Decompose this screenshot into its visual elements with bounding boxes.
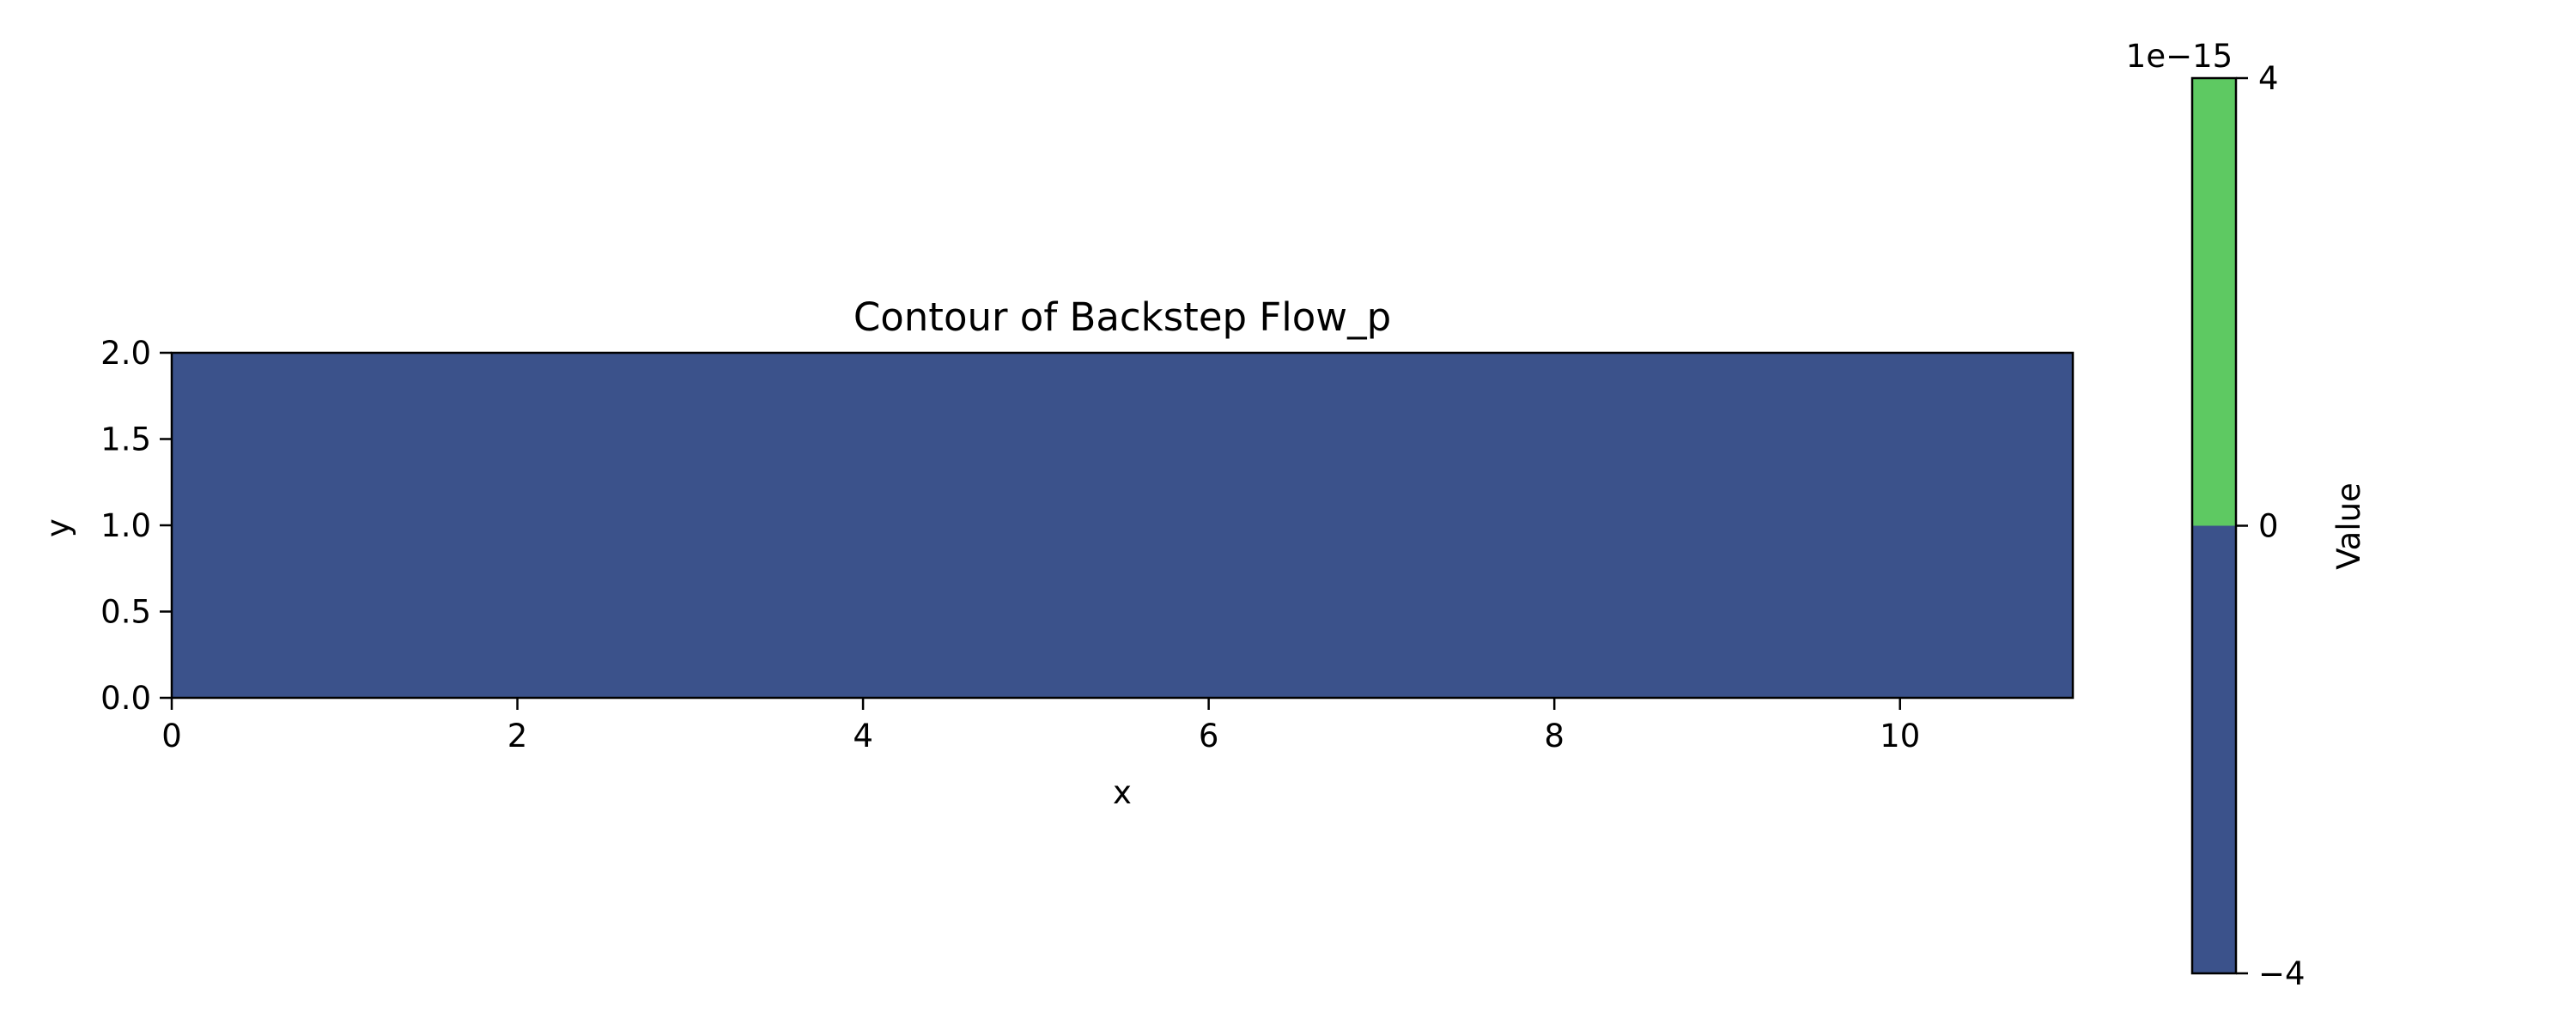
y-tick-label: 1.5 xyxy=(100,421,151,458)
chart-title: Contour of Backstep Flow_p xyxy=(854,294,1391,340)
contour-fill-region xyxy=(172,353,2073,698)
y-tick-label: 0.5 xyxy=(100,594,151,631)
x-axis-ticks: 0 2 4 6 8 10 xyxy=(161,698,1920,754)
y-tick-label: 0.0 xyxy=(100,680,151,717)
colorbar-levels xyxy=(2192,78,2236,973)
x-tick-label: 2 xyxy=(507,718,528,754)
colorbar-tick-label: −4 xyxy=(2258,955,2306,992)
x-tick-label: 10 xyxy=(1880,718,1920,754)
colorbar-ticks: −4 0 4 xyxy=(2236,60,2306,992)
colorbar: −4 0 4 1e−15 Value xyxy=(2126,38,2367,992)
colorbar-level-band xyxy=(2192,78,2236,526)
colorbar-offset-text: 1e−15 xyxy=(2126,38,2233,75)
y-tick-label: 2.0 xyxy=(100,335,151,372)
y-tick-label: 1.0 xyxy=(100,507,151,544)
x-tick-label: 0 xyxy=(161,718,182,754)
y-axis-label: y xyxy=(39,518,76,537)
x-tick-label: 6 xyxy=(1199,718,1219,754)
y-axis-ticks: 0.0 0.5 1.0 1.5 2.0 xyxy=(100,335,172,717)
x-tick-label: 8 xyxy=(1544,718,1564,754)
colorbar-tick-label: 4 xyxy=(2258,60,2279,97)
x-axis-label: x xyxy=(1113,774,1132,811)
colorbar-level-band xyxy=(2192,525,2236,973)
plot-area xyxy=(170,351,2075,700)
x-tick-label: 4 xyxy=(853,718,873,754)
colorbar-label: Value xyxy=(2330,482,2367,570)
colorbar-tick-label: 0 xyxy=(2258,508,2279,545)
